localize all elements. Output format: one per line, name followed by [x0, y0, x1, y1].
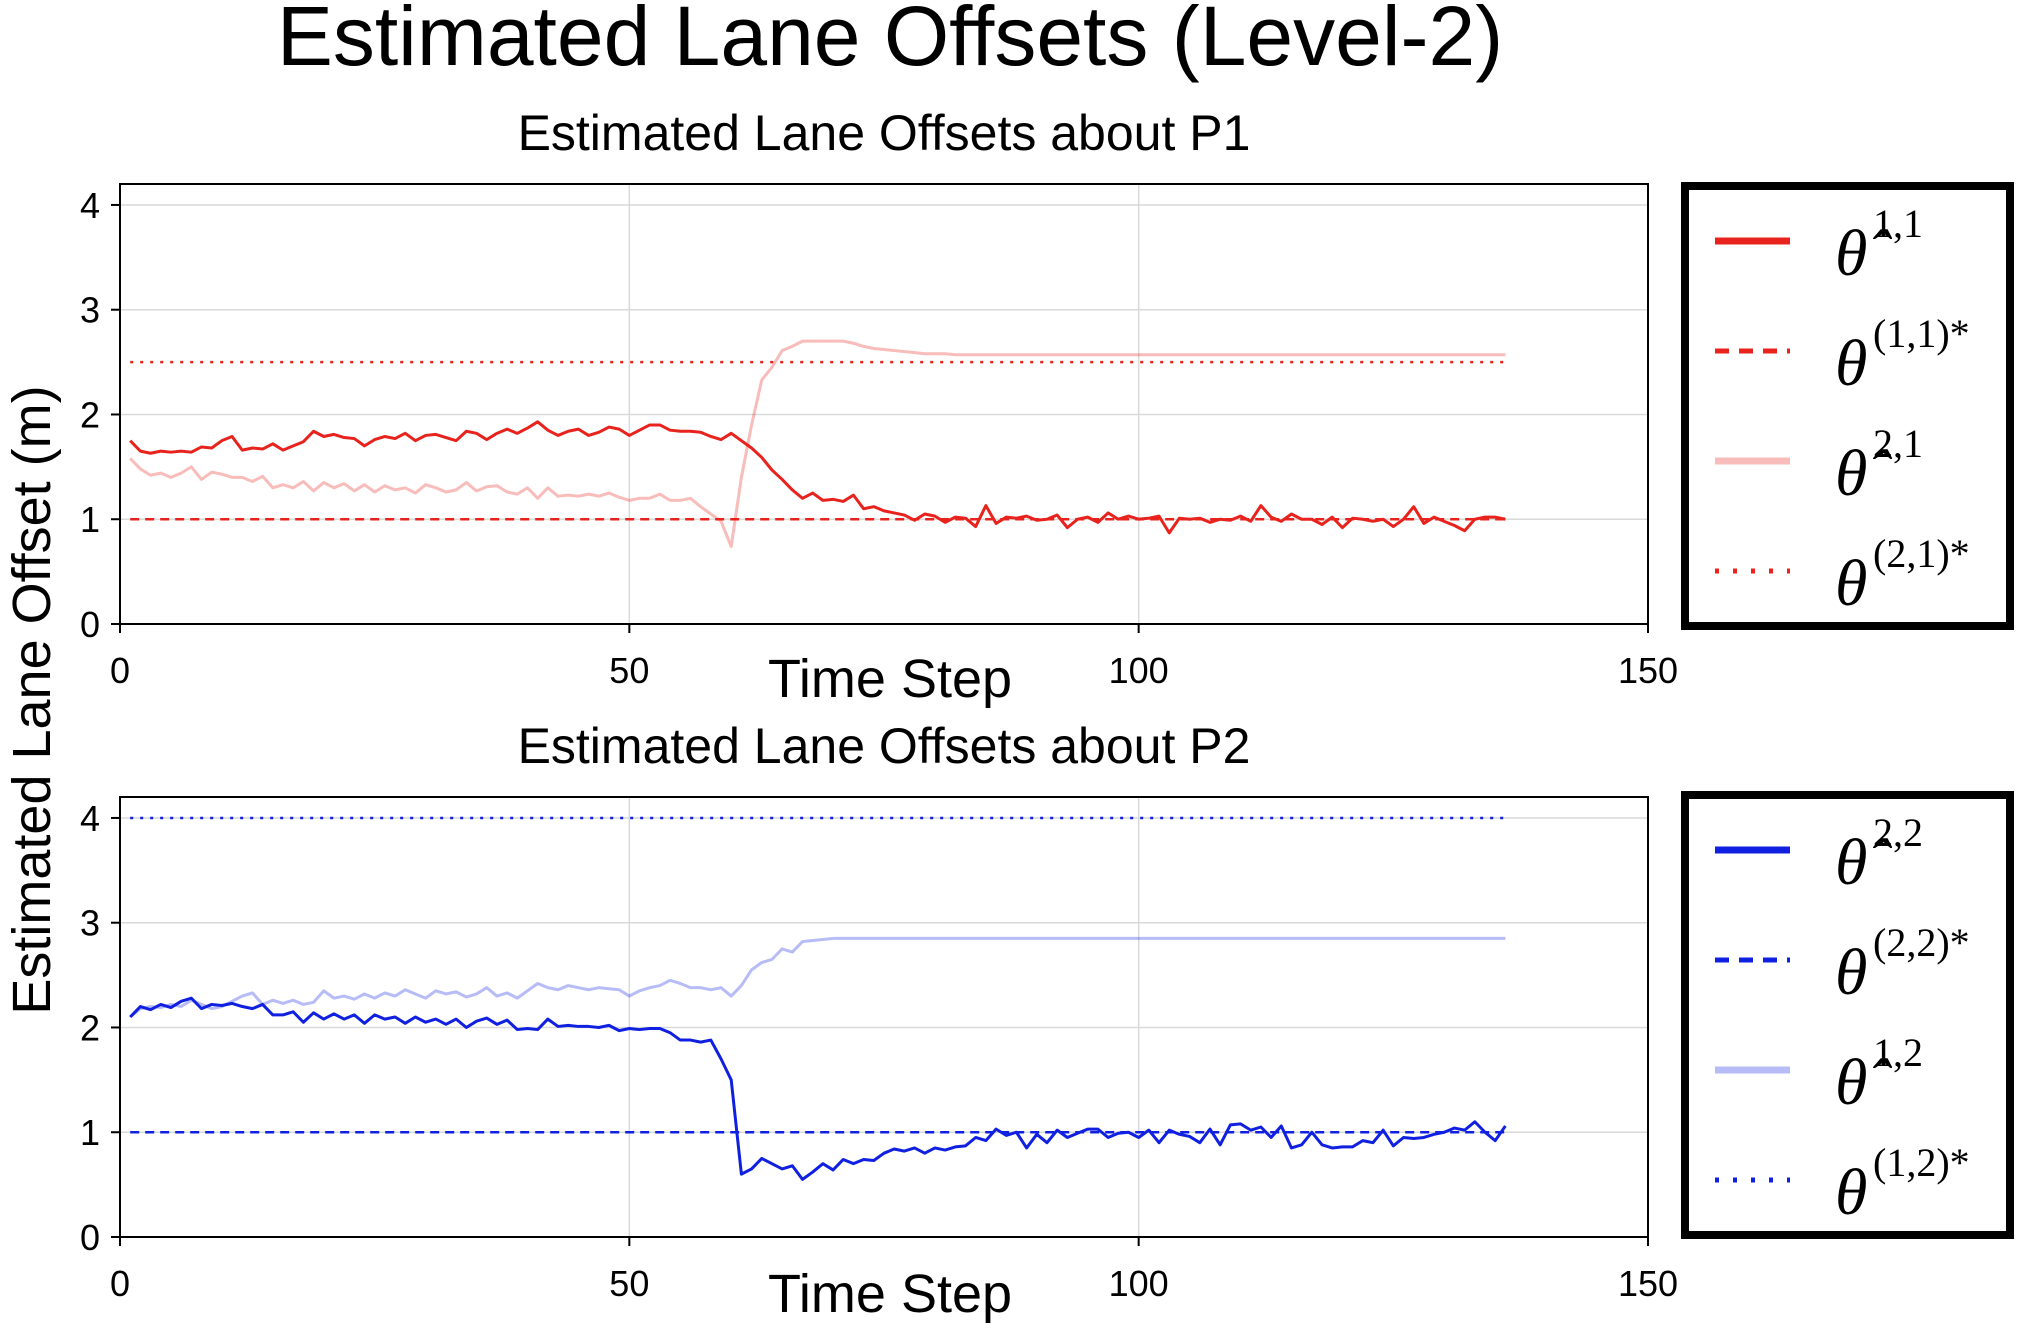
series-line-1-1-solid	[129, 420, 1506, 535]
series-line-1-2-solid	[129, 936, 1506, 1019]
x-axis-label: Time Step	[768, 649, 1012, 709]
legend-superscript: 2,1	[1873, 421, 1923, 466]
y-tick-label: 0	[80, 1217, 100, 1258]
legend-frame	[1681, 182, 2014, 630]
chart-panel-p2: Estimated Lane Offsets about P2 0 1 2 3 4 0 50 1…	[80, 718, 2014, 1324]
legend-symbol: θ	[1835, 936, 1867, 1009]
legend-superscript: (1,2)*	[1873, 1140, 1970, 1185]
panel-title: Estimated Lane Offsets about P1	[518, 105, 1251, 161]
x-tick-label: 50	[609, 1263, 649, 1304]
y-tick-label: 4	[80, 185, 100, 226]
legend-superscript: (2,2)*	[1873, 920, 1970, 965]
legend-symbol: θ	[1835, 1156, 1867, 1229]
legend-symbol: θ	[1835, 327, 1867, 400]
plot-frame	[119, 183, 1649, 625]
x-tick-label: 150	[1618, 650, 1678, 691]
legend-superscript: 1,2	[1873, 1030, 1923, 1075]
y-tick-label: 3	[80, 903, 100, 944]
chart-panel-p1: Estimated Lane Offsets about P1 0 1 2 3 4 0 50 1…	[80, 105, 2014, 709]
legend-item: θ (2,1)*	[1715, 531, 1970, 620]
series-line-2-2-solid	[129, 996, 1507, 1181]
plot-frame	[119, 796, 1649, 1238]
y-tick-label: 2	[80, 1007, 100, 1048]
shared-y-axis-label: Estimated Lane Offset (m)	[2, 385, 62, 1014]
legend-item: θ (1,1)*	[1715, 311, 1970, 400]
figure-title: Estimated Lane Offsets (Level-2)	[277, 0, 1503, 83]
y-tick-label: 4	[80, 798, 100, 839]
legend-frame	[1681, 791, 2014, 1239]
legend-item: θ (2,2)*	[1715, 920, 1970, 1009]
legend: θ̂ 2,2θ (2,2)*θ̂ 1,2θ (1,2)*	[1681, 791, 2014, 1239]
legend-item: θ (1,2)*	[1715, 1140, 1970, 1229]
x-tick-label: 100	[1109, 650, 1169, 691]
series-line-2-1-solid	[129, 339, 1506, 548]
legend-superscript: (1,1)*	[1873, 311, 1970, 356]
x-tick-label: 50	[609, 650, 649, 691]
y-tick-label: 2	[80, 394, 100, 435]
legend-symbol: θ	[1835, 547, 1867, 620]
y-tick-label: 3	[80, 290, 100, 331]
legend-superscript: (2,1)*	[1873, 531, 1970, 576]
x-tick-label: 0	[110, 1263, 130, 1304]
legend-superscript: 1,1	[1873, 201, 1923, 246]
legend: θ̂ 1,1θ (1,1)*θ̂ 2,1θ (2,1)*	[1681, 182, 2014, 630]
legend-superscript: 2,2	[1873, 810, 1923, 855]
x-tick-label: 100	[1109, 1263, 1169, 1304]
x-tick-label: 0	[110, 650, 130, 691]
y-tick-label: 1	[80, 1112, 100, 1153]
panel-title: Estimated Lane Offsets about P2	[518, 718, 1251, 774]
x-axis-label: Time Step	[768, 1264, 1012, 1324]
x-tick-label: 150	[1618, 1263, 1678, 1304]
y-tick-label: 1	[80, 499, 100, 540]
y-tick-label: 0	[80, 604, 100, 645]
